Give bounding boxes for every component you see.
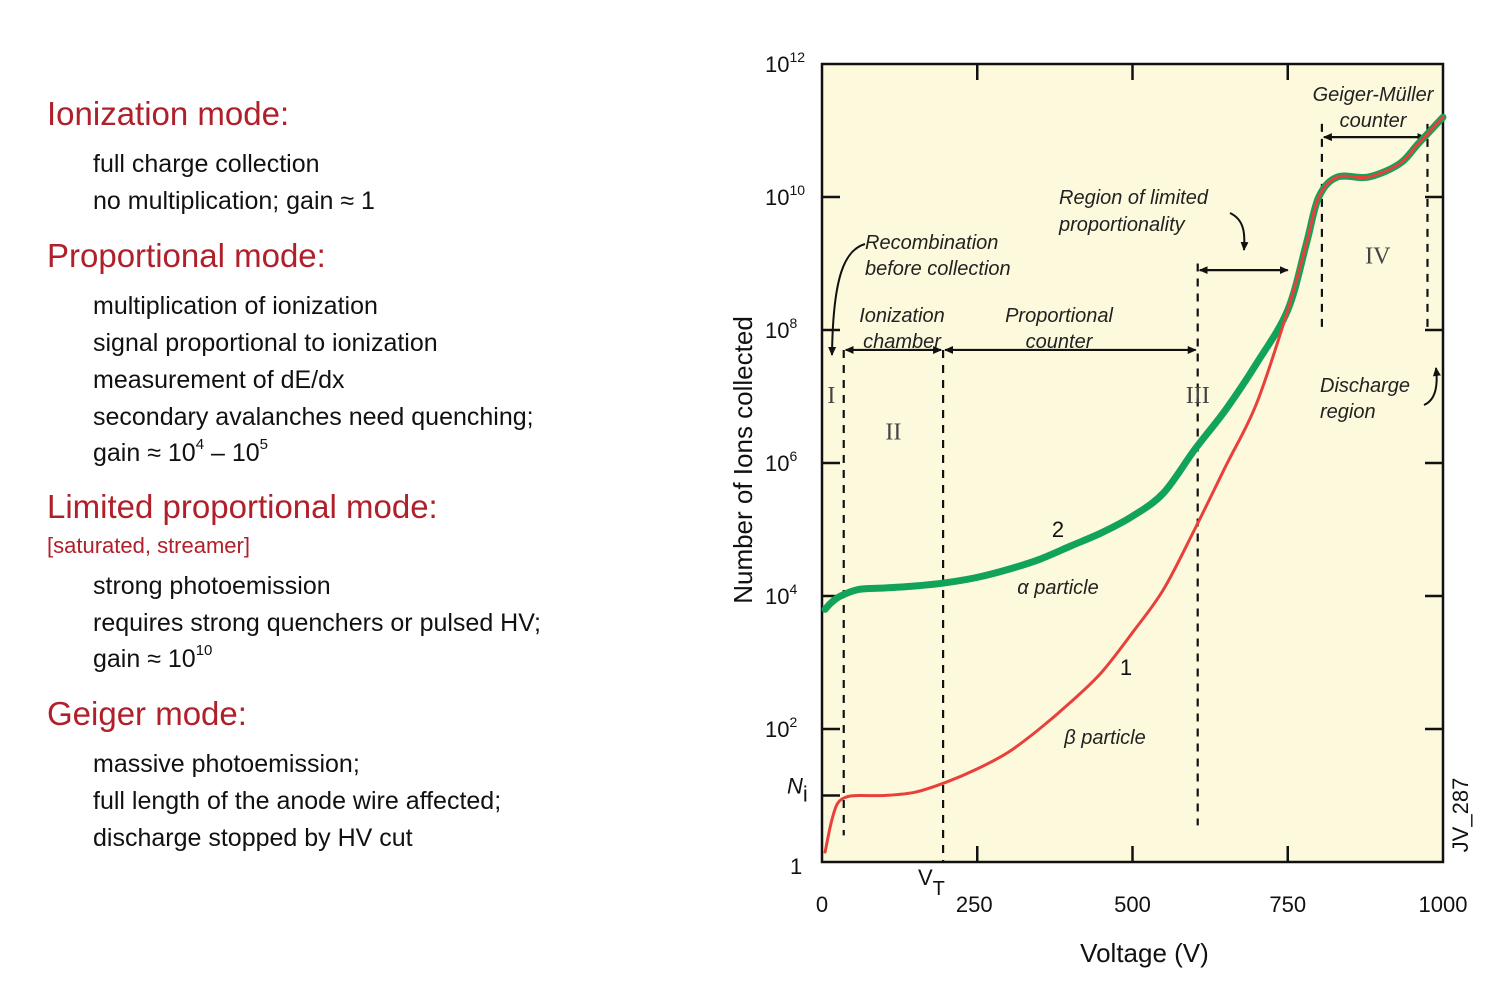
recombination-label-line2: before collection <box>865 258 1011 280</box>
beta-particle-curve <box>823 115 1445 854</box>
list-item: gain ≈ 1010 <box>93 642 213 673</box>
y-tick-label: 104 <box>765 581 797 609</box>
x-axis-title: Voltage (V) <box>1080 938 1209 968</box>
discharge-region-label: Discharge <box>1320 375 1410 397</box>
list-item: no multiplication; gain ≈ 1 <box>93 187 375 215</box>
recombination-pointer <box>828 243 866 356</box>
list-item: discharge stopped by HV cut <box>93 824 413 852</box>
x-tick-label: 750 <box>1269 892 1306 917</box>
x-tick-label: 1000 <box>1419 892 1468 917</box>
y-tick-label: 1 <box>790 854 802 879</box>
y-tick-label: 1012 <box>765 49 805 77</box>
region-i-label: I <box>827 383 835 409</box>
alpha-curve-number: 2 <box>1052 517 1064 542</box>
list-item: full charge collection <box>93 150 320 178</box>
list-item: secondary avalanches need quenching; <box>93 403 534 431</box>
list-item: gain ≈ 104 – 105 <box>93 436 268 467</box>
vt-label: VT <box>918 865 945 900</box>
figure-id-label: JV_287 <box>1448 778 1473 853</box>
region-iii-label: III <box>1186 383 1210 409</box>
list-item: requires strong quenchers or pulsed HV; <box>93 609 541 637</box>
recombination-label: Recombination <box>865 232 998 254</box>
ionization-chamber-label: Ionization <box>859 305 945 327</box>
ionization-chamber-label-line2: chamber <box>863 331 942 353</box>
ni-label: Ni <box>787 774 808 807</box>
discharge-region-label-line2: region <box>1320 401 1376 423</box>
y-tick-label: 106 <box>765 448 797 476</box>
region-iv-label: IV <box>1365 244 1391 270</box>
list-item: signal proportional to ionization <box>93 329 438 357</box>
beta-particle-label: β particle <box>1063 727 1145 749</box>
y-axis-title: Number of Ions collected <box>728 316 758 604</box>
mode-list: Ionization mode: full charge collection … <box>0 0 720 982</box>
y-tick-label: 1010 <box>765 182 805 210</box>
y-tick-label: 108 <box>765 315 797 343</box>
limited-proportionality-label: Region of limited <box>1059 187 1209 209</box>
list-item: strong photoemission <box>93 572 331 600</box>
limited-proportional-subtitle: [saturated, streamer] <box>47 533 250 558</box>
alpha-particle-label: α particle <box>1017 577 1098 599</box>
list-item: full length of the anode wire affected; <box>93 787 502 815</box>
limited-proportional-mode-title: Limited proportional mode: <box>47 488 438 525</box>
x-tick-label: 0 <box>816 892 828 917</box>
proportional-mode-title: Proportional mode: <box>47 237 326 274</box>
geiger-muller-label-line2: counter <box>1340 110 1408 132</box>
plot-area <box>820 62 1445 864</box>
x-tick-label: 250 <box>956 892 993 917</box>
limited-proportionality-label-line2: proportionality <box>1058 214 1186 236</box>
discharge-pointer <box>1423 367 1441 406</box>
geiger-mode-title: Geiger mode: <box>47 695 247 732</box>
beta-curve-number: 1 <box>1120 655 1132 680</box>
list-item: measurement of dE/dx <box>93 366 345 394</box>
geiger-muller-label: Geiger-Müller <box>1313 84 1435 106</box>
list-item: multiplication of ionization <box>93 292 378 320</box>
region-ii-label: II <box>885 420 901 446</box>
y-tick-label: 102 <box>765 714 797 742</box>
list-item: massive photoemission; <box>93 750 360 778</box>
proportional-counter-label-line2: counter <box>1026 331 1094 353</box>
x-tick-label: 500 <box>1114 892 1151 917</box>
proportional-counter-label: Proportional <box>1005 305 1113 327</box>
ionization-mode-title: Ionization mode: <box>47 95 290 132</box>
limited-proportionality-pointer <box>1229 212 1249 251</box>
